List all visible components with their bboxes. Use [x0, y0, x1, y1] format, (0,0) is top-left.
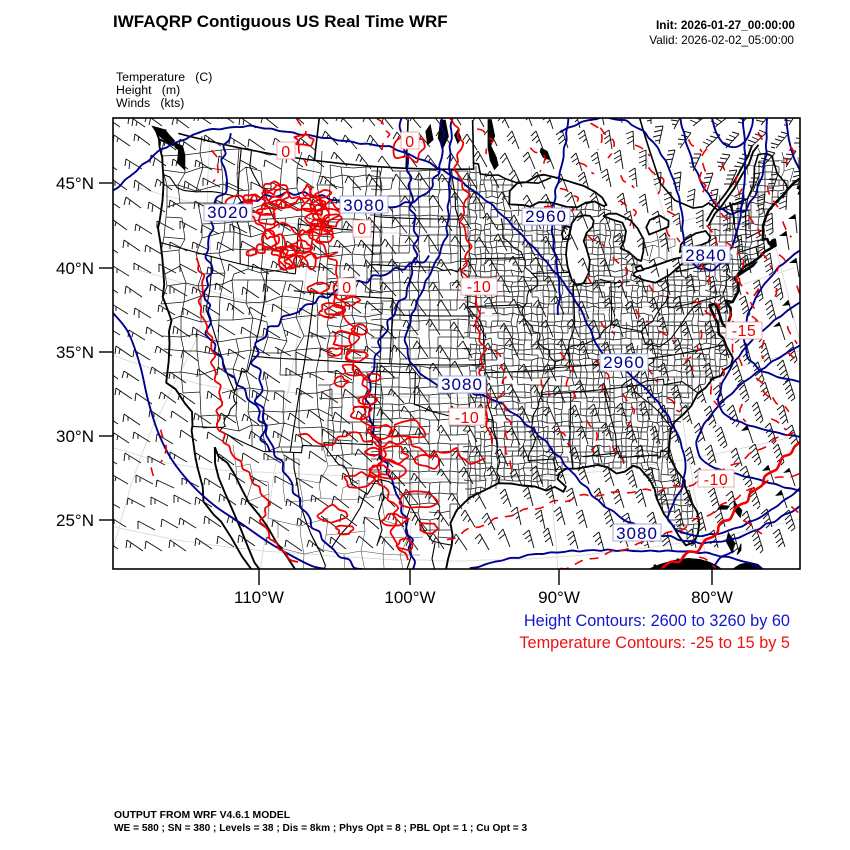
svg-text:110°W: 110°W [234, 588, 284, 607]
svg-text:3020: 3020 [207, 203, 249, 222]
svg-text:-15: -15 [732, 323, 757, 340]
svg-text:3080: 3080 [616, 524, 658, 543]
svg-text:0: 0 [342, 280, 351, 297]
svg-text:90°W: 90°W [538, 588, 580, 607]
svg-text:2960: 2960 [525, 207, 567, 226]
svg-text:2960: 2960 [603, 353, 645, 372]
svg-text:-10: -10 [467, 279, 492, 296]
svg-text:100°W: 100°W [384, 588, 435, 607]
svg-text:-10: -10 [455, 410, 480, 427]
svg-text:35°N: 35°N [56, 343, 94, 362]
svg-text:40°N: 40°N [56, 259, 94, 278]
svg-text:80°W: 80°W [691, 588, 733, 607]
svg-text:25°N: 25°N [56, 511, 94, 530]
svg-text:45°N: 45°N [56, 174, 94, 193]
svg-text:3080: 3080 [343, 196, 385, 215]
svg-text:0: 0 [281, 144, 290, 161]
svg-text:-10: -10 [704, 472, 729, 489]
svg-text:30°N: 30°N [56, 427, 94, 446]
svg-text:3080: 3080 [441, 375, 483, 394]
svg-text:0: 0 [405, 134, 414, 151]
svg-text:2840: 2840 [685, 246, 727, 265]
svg-text:0: 0 [357, 221, 366, 238]
